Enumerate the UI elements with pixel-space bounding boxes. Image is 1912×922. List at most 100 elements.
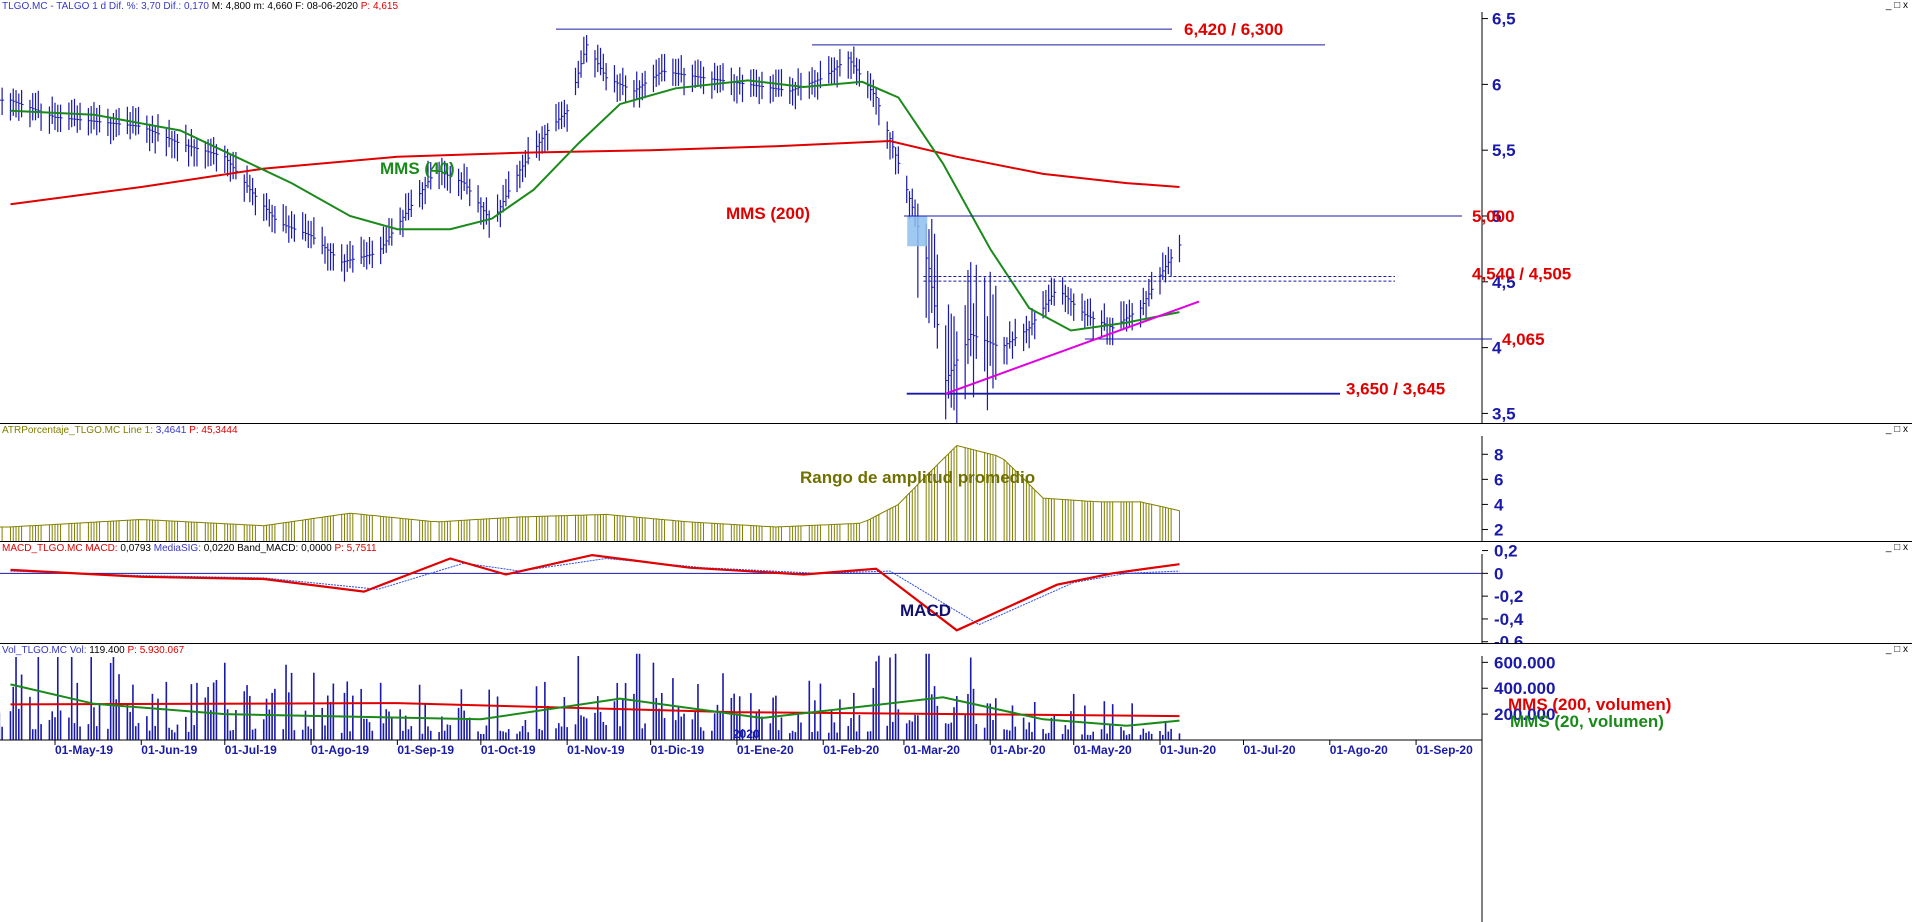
y-tick-label: 600.000 xyxy=(1494,653,1555,672)
macd-name: MACD_TLGO.MC xyxy=(2,543,83,554)
vol-mms20-line xyxy=(10,683,1180,727)
atr-chart: 2 4 6 8 Rango de amplitud promedio xyxy=(0,436,1504,541)
level-label-4065: 4,065 xyxy=(1502,330,1545,349)
x-tick-label: 01-Sep-19 xyxy=(397,743,454,757)
band-label: Band_MACD: xyxy=(237,543,299,554)
vol-header: Vol_TLGO.MC Vol: 119.400 P: 5.930.067 xyxy=(0,644,185,657)
y-tick-label: 5,5 xyxy=(1492,141,1516,160)
x-tick-label: 01-Oct-19 xyxy=(481,743,536,757)
y-tick-label: 0 xyxy=(1494,564,1503,583)
vol-window-controls[interactable]: _ □ x xyxy=(1885,644,1908,655)
macd-header: MACD_TLGO.MC MACD: 0,0793 MediaSIG: 0,02… xyxy=(0,542,377,555)
symbol-label: TLGO.MC - TALGO xyxy=(2,1,90,12)
atr-p-value: 45,3444 xyxy=(201,425,238,436)
sig-label: MediaSIG: xyxy=(153,543,201,554)
level-label-4540: 4,540 / 4,505 xyxy=(1472,265,1571,284)
level-label-3650: 3,650 / 3,645 xyxy=(1346,380,1445,399)
signal-line xyxy=(10,557,1180,626)
volume-panel: Vol_TLGO.MC Vol: 119.400 P: 5.930.067 _ … xyxy=(0,644,1912,922)
x-tick-label: 01-Abr-20 xyxy=(990,743,1046,757)
atr-header: ATRPorcentaje_TLGO.MC Line 1: 3,4641 P: … xyxy=(0,424,238,437)
x-tick-label: 01-Mar-20 xyxy=(904,743,960,757)
macd-annotation: MACD xyxy=(900,601,951,620)
y-tick-label: -0,2 xyxy=(1494,587,1523,606)
y-tick-label: 200.000 xyxy=(1494,705,1555,724)
dif-pct-label: Dif. %: xyxy=(108,1,139,12)
volume-chart: 200.000 400.000 600.000 MMS (200, volumen)M… xyxy=(0,653,1671,922)
vol-mms200-annotation: MMS (200, volumen) xyxy=(1508,695,1671,714)
close-value: 4,615 xyxy=(373,1,399,12)
x-tick-label: 01-Sep-20 xyxy=(1416,743,1473,757)
x-tick-label: 01-Jun-19 xyxy=(141,743,197,757)
dif-value: 0,170 xyxy=(183,1,209,12)
macd-panel: MACD_TLGO.MC MACD: 0,0793 MediaSIG: 0,02… xyxy=(0,542,1912,644)
atr-name: ATRPorcentaje_TLGO.MC xyxy=(2,425,121,436)
macd-line xyxy=(10,553,1180,632)
atr-line-label: Line 1: xyxy=(122,425,153,436)
vol-p-label: P: xyxy=(127,645,137,656)
min-label: m: xyxy=(253,1,265,12)
band-value: 0,0000 xyxy=(301,543,332,554)
x-tick-label: 01-Feb-20 xyxy=(823,743,879,757)
y-tick-label: 0,2 xyxy=(1494,542,1518,561)
x-tick-label: 01-Jul-19 xyxy=(225,743,277,757)
macd-p-label: P: xyxy=(334,543,344,554)
year-label: 2020 xyxy=(733,727,760,741)
vol-label: Vol: xyxy=(69,645,87,656)
max-label: M: xyxy=(211,1,223,12)
date-label: F: xyxy=(295,1,305,12)
level-label-5000: 5,000 xyxy=(1472,207,1515,226)
max-value: 4,800 xyxy=(225,1,251,12)
sig-value: 0,0220 xyxy=(203,543,235,554)
mms40-annotation: MMS (40) xyxy=(380,159,455,178)
level-label-6420: 6,420 / 6,300 xyxy=(1184,20,1283,39)
period-label: 1 d xyxy=(92,1,107,12)
y-tick-label: 8 xyxy=(1494,445,1503,464)
x-tick-label: 01-Jul-20 xyxy=(1244,743,1296,757)
min-value: 4,660 xyxy=(267,1,293,12)
x-tick-label: 01-Ago-19 xyxy=(311,743,369,757)
y-tick-label: -0,6 xyxy=(1494,633,1523,644)
x-tick-label: 01-Ene-20 xyxy=(737,743,794,757)
macd-label: MACD: xyxy=(85,543,118,554)
macd-p-value: 5,7511 xyxy=(346,543,377,554)
atr-annotation: Rango de amplitud promedio xyxy=(800,468,1035,487)
atr-window-controls[interactable]: _ □ x xyxy=(1885,424,1908,435)
atr-panel: ATRPorcentaje_TLGO.MC Line 1: 3,4641 P: … xyxy=(0,424,1912,542)
x-tick-label: 01-Jun-20 xyxy=(1160,743,1216,757)
support-trendline xyxy=(945,300,1200,395)
x-tick-label: 01-May-20 xyxy=(1074,743,1132,757)
y-tick-label: 400.000 xyxy=(1494,679,1555,698)
y-tick-label: 4 xyxy=(1492,339,1502,358)
y-tick-label: 6 xyxy=(1492,75,1501,94)
vol-mms20-annotation: MMS (20, volumen) xyxy=(1510,712,1664,731)
x-tick-label: 01-Ago-20 xyxy=(1330,743,1388,757)
y-tick-label: 6,5 xyxy=(1492,10,1516,29)
y-tick-label: 2 xyxy=(1494,520,1503,539)
price-window-controls[interactable]: _ □ x xyxy=(1885,0,1908,11)
atr-line xyxy=(0,444,1180,528)
price-panel: TLGO.MC - TALGO 1 d Dif. %: 3,70 Dif.: 0… xyxy=(0,0,1912,424)
vol-mms200-line xyxy=(10,702,1180,718)
y-tick-label: 4,5 xyxy=(1492,273,1516,292)
y-tick-label: 5 xyxy=(1492,207,1501,226)
vol-name: Vol_TLGO.MC xyxy=(2,645,68,656)
mms40-line xyxy=(10,79,1180,332)
x-tick-label: 01-May-19 xyxy=(55,743,113,757)
y-tick-label: 3,5 xyxy=(1492,404,1516,423)
dif-pct-value: 3,70 xyxy=(141,1,161,12)
mms200-annotation: MMS (200) xyxy=(726,204,810,223)
mms200-line xyxy=(10,139,1180,206)
vol-p-value: 5.930.067 xyxy=(139,645,185,656)
price-header: TLGO.MC - TALGO 1 d Dif. %: 3,70 Dif.: 0… xyxy=(0,0,399,13)
close-label: P: xyxy=(360,1,371,12)
dif-label: Dif.: xyxy=(163,1,182,12)
price-chart: 3,5 4 4,5 5 5,5 6 6,5 MMS (40) MMS (200) 6,420 / … xyxy=(0,10,1571,423)
y-tick-label: 6 xyxy=(1494,470,1503,489)
x-tick-label: 01-Nov-19 xyxy=(567,743,625,757)
atr-p-label: P: xyxy=(189,425,199,436)
atr-line-value: 3,4641 xyxy=(155,425,187,436)
vol-value: 119.400 xyxy=(89,645,125,656)
macd-window-controls[interactable]: _ □ x xyxy=(1885,542,1908,553)
macd-chart: 0,2 0 -0,2 -0,4 -0,6 MACD xyxy=(0,542,1524,644)
